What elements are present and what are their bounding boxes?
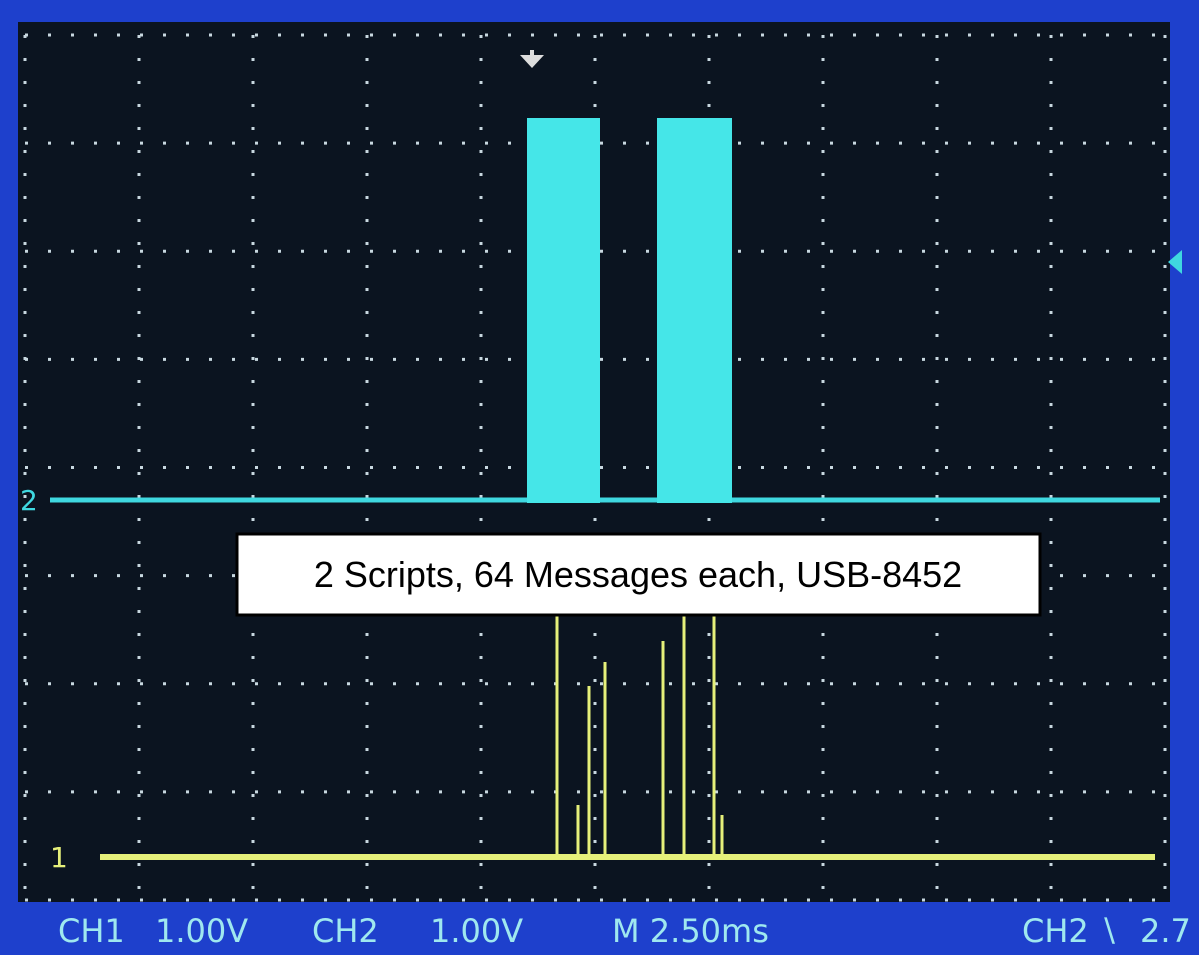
ch1-scale: 1.00V (155, 912, 248, 950)
annotation: 2 Scripts, 64 Messages each, USB-8452 (314, 554, 962, 595)
ch2-marker: 2 (20, 484, 38, 517)
trigger-slope: ∖ (1098, 912, 1118, 950)
ch2-burst (527, 118, 600, 503)
trigger-source: CH2 (1022, 912, 1089, 950)
ch2-burst (657, 118, 732, 503)
ch1-marker: 1 (50, 841, 68, 874)
trigger-level: 2.7 (1140, 912, 1191, 950)
ch2-scale: 1.00V (430, 912, 523, 950)
page: 2 1 2 Scripts, 64 Messages each, USB-845… (0, 0, 1199, 955)
oscilloscope: 2 1 2 Scripts, 64 Messages each, USB-845… (0, 0, 1199, 955)
ch1-label: CH1 (58, 912, 125, 950)
ch2-label: CH2 (312, 912, 379, 950)
timebase: M 2.50ms (612, 912, 769, 950)
